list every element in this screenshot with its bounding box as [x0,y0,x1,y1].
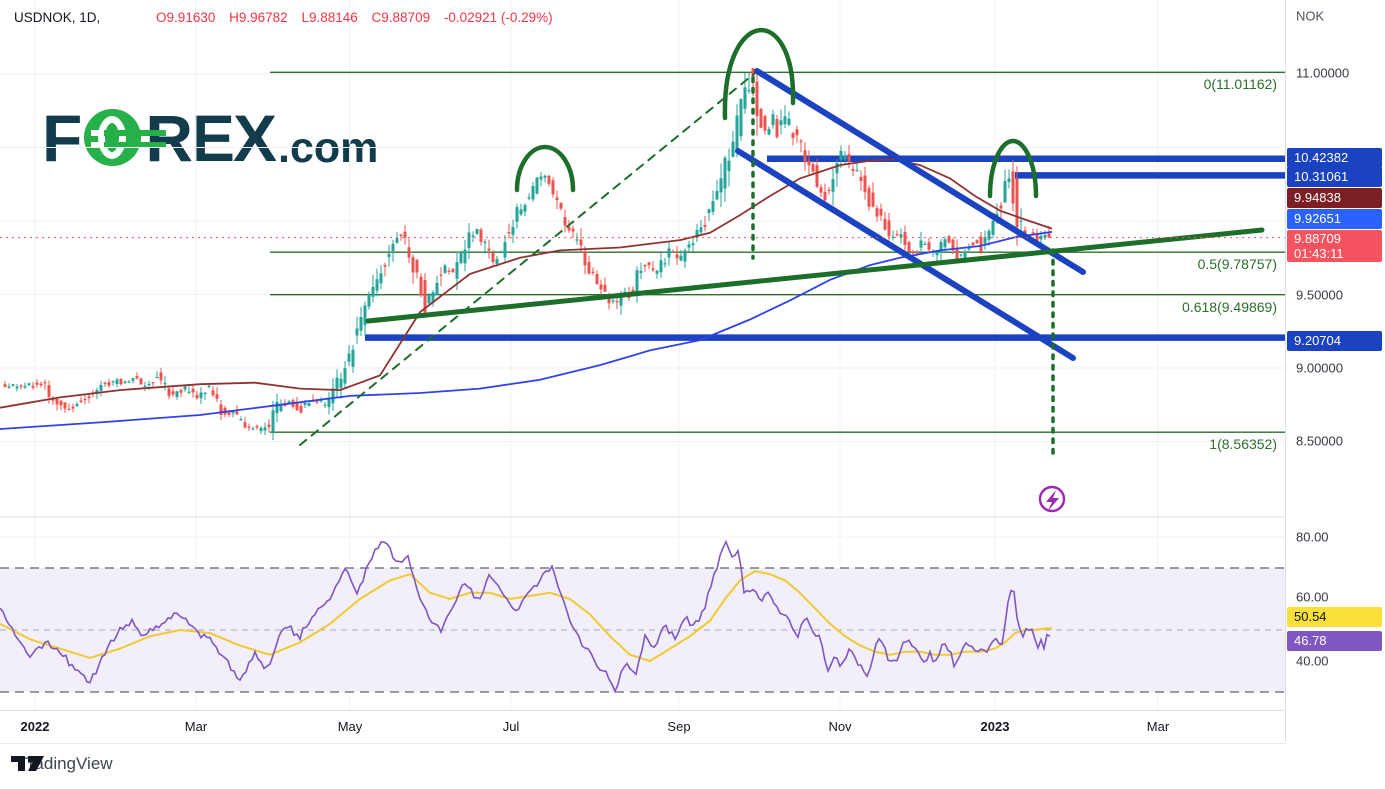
candlesticks [3,68,1051,441]
ohlc-open: O9.91630 [156,10,216,25]
rsi-band [0,567,1285,693]
symbol-legend: USDNOK, 1D, O9.91630 H9.96782 L9.88146 C… [14,10,553,25]
time-tick-2022: 2022 [20,719,50,734]
symbol-name[interactable]: USDNOK, 1D, [14,10,101,25]
time-tick-May: May [337,719,363,734]
arc-annotations[interactable] [514,27,1039,199]
lightning-bolt-icon[interactable] [1038,485,1066,513]
axis-tick-11.00000: 11.00000 [1296,65,1350,81]
ohlc-high: H9.96782 [229,10,288,25]
ohlc-low: L9.88146 [301,10,358,25]
time-tick-Mar: Mar [1146,719,1170,734]
moving-averages [0,158,1053,430]
forexcom-watermark: F REX .com [42,96,378,175]
axis-tick-9.00000: 9.00000 [1296,360,1343,376]
countdown-timer: 01:43:11 [1294,246,1344,261]
time-tick-Sep: Sep [667,719,691,734]
watermark-letter-f: F [42,101,82,175]
price-label-box-10.42382: 10.42382 [1287,148,1382,168]
tradingview-logo[interactable]: TradingView [10,754,113,774]
watermark-letters-rex: REX [145,101,277,175]
axis-tick-40.00: 40.00 [1296,653,1329,669]
price-label-box-9.92651: 9.92651 [1287,209,1382,229]
support-resistance-lines[interactable] [365,155,1285,341]
forexcom-coin-icon [84,109,167,166]
time-axis[interactable]: 2022 Mar May Jul Sep Nov 2023 Mar [0,710,1285,744]
time-tick-Mar: Mar [184,719,208,734]
rsi-indicator [0,539,1053,694]
axis-tick-60.00: 60.00 [1296,589,1329,605]
fib-label-1: 1(8.56352) [1209,436,1277,453]
chart-canvas[interactable] [0,0,1285,742]
price-label-box-9.20704: 9.20704 [1287,331,1382,351]
axis-tick-80.00: 80.00 [1296,529,1329,545]
fib-label-0.5: 0.5(9.78757) [1197,256,1277,273]
ohlc-close: C9.88709 [371,10,431,25]
price-label-box-9.94838: 9.94838 [1287,188,1382,208]
axis-tick-8.50000: 8.50000 [1296,433,1343,449]
time-tick-Jul: Jul [502,719,520,734]
time-tick-Nov: Nov [828,719,852,734]
trend-lines[interactable] [299,68,1265,460]
axis-currency-label: NOK [1296,8,1325,24]
ohlc-change: -0.02921 (-0.29%) [443,10,553,25]
time-tick-2023: 2023 [980,719,1010,734]
fib-label-0.618: 0.618(9.49869) [1182,298,1277,315]
price-label-box-50.54: 50.54 [1287,607,1382,627]
price-axis[interactable]: NOK 11.00000 9.50000 9.00000 8.50000 80.00 60… [1285,0,1385,742]
fib-label-0: 0(11.01162) [1203,76,1277,93]
price-label-box-9.88709: 9.88709 01:43:11 [1287,230,1382,262]
axis-tick-9.50000: 9.50000 [1296,287,1343,303]
price-label-box-46.78: 46.78 [1287,631,1382,651]
chart-svg[interactable] [0,0,1285,742]
price-label-box-10.31061: 10.31061 [1287,167,1382,187]
fib-retracement-lines[interactable] [270,71,1285,433]
tradingview-glyph-icon [11,756,44,771]
